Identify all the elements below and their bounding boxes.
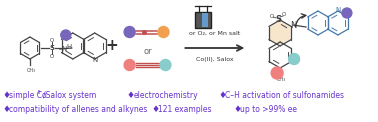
Text: O: O — [282, 12, 286, 17]
Text: N: N — [290, 20, 296, 30]
Text: CH₃: CH₃ — [26, 68, 36, 73]
Text: S: S — [275, 15, 281, 24]
Text: ♦: ♦ — [218, 91, 226, 100]
Text: O: O — [50, 37, 54, 42]
Text: compatibility of allenes and alkynes: compatibility of allenes and alkynes — [9, 105, 147, 113]
Text: CH₃: CH₃ — [277, 77, 286, 82]
Text: simple Co: simple Co — [9, 91, 46, 100]
Text: C–H activation of sulfonamides: C–H activation of sulfonamides — [225, 91, 344, 100]
Circle shape — [158, 26, 169, 37]
Text: ♦: ♦ — [127, 91, 135, 100]
Text: O: O — [270, 15, 274, 20]
Circle shape — [124, 26, 135, 37]
Circle shape — [124, 60, 135, 71]
Text: ♦: ♦ — [2, 91, 10, 100]
Text: or O₂, or Mn salt: or O₂, or Mn salt — [189, 30, 240, 36]
Circle shape — [271, 67, 283, 79]
FancyBboxPatch shape — [195, 12, 211, 28]
Text: 121 examples: 121 examples — [158, 105, 212, 113]
Text: S: S — [50, 45, 54, 51]
Circle shape — [342, 8, 352, 18]
Polygon shape — [270, 21, 290, 45]
Text: ♦: ♦ — [233, 105, 242, 113]
Text: /Salox system: /Salox system — [43, 91, 96, 100]
Text: ♦: ♦ — [152, 105, 160, 113]
Text: Co(II), Salox: Co(II), Salox — [195, 57, 233, 62]
Text: N: N — [61, 46, 67, 52]
Text: up to >99% ee: up to >99% ee — [240, 105, 297, 113]
Circle shape — [61, 30, 71, 40]
Text: II: II — [38, 90, 41, 95]
Text: H: H — [66, 44, 71, 50]
Text: +: + — [105, 37, 118, 52]
Circle shape — [160, 60, 171, 71]
FancyBboxPatch shape — [202, 13, 208, 27]
Text: or: or — [143, 47, 152, 56]
Text: O: O — [50, 54, 54, 59]
Text: N: N — [92, 57, 97, 63]
Text: electrochemistry: electrochemistry — [133, 91, 198, 100]
Circle shape — [288, 54, 299, 65]
Text: N: N — [335, 7, 341, 13]
Text: ♦: ♦ — [2, 105, 10, 113]
